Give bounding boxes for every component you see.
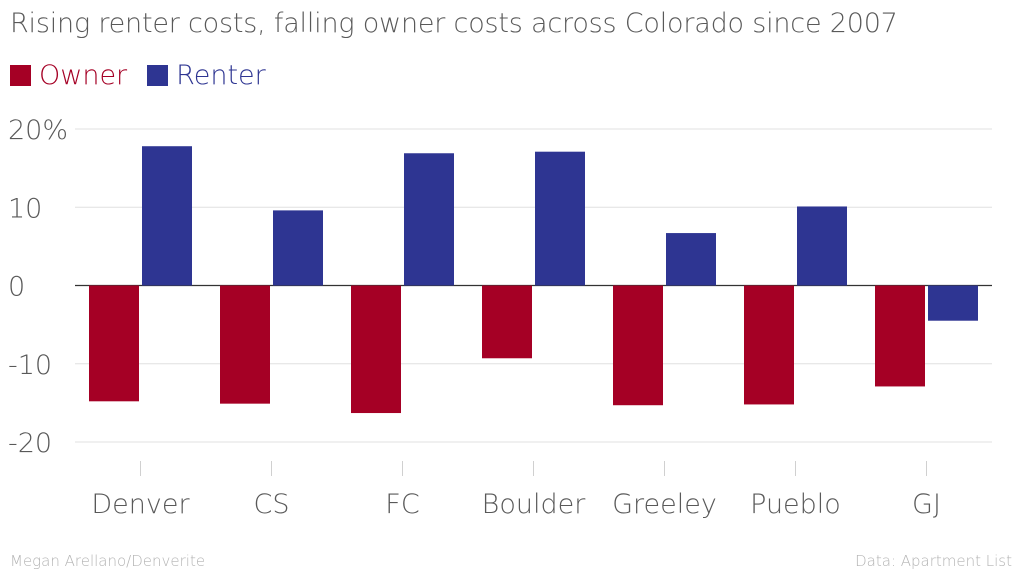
legend-swatch-owner xyxy=(10,65,31,86)
bar-owner-greeley xyxy=(613,285,663,406)
y-tick-label: -20 xyxy=(8,428,52,459)
bar-renter-greeley xyxy=(666,233,716,286)
bar-owner-pueblo xyxy=(744,285,794,405)
x-tick-label: Pueblo xyxy=(750,489,841,520)
x-tick-label: Greeley xyxy=(612,489,717,520)
bar-renter-fc xyxy=(404,153,454,286)
source-text: Data: Apartment List xyxy=(855,552,1012,570)
legend-item-renter: Renter xyxy=(147,60,266,91)
x-tick-label: FC xyxy=(385,489,419,520)
y-tick-label: 0 xyxy=(8,272,25,303)
x-tick-label: GJ xyxy=(912,489,941,520)
x-tick-label: Denver xyxy=(91,489,190,520)
bar-owner-denver xyxy=(89,285,139,402)
legend-swatch-renter xyxy=(147,65,169,86)
bar-renter-denver xyxy=(142,146,192,286)
bar-owner-gj xyxy=(875,285,925,387)
bar-owner-fc xyxy=(351,285,401,414)
y-tick-label: 20% xyxy=(8,115,68,146)
bar-renter-boulder xyxy=(535,151,585,286)
bar-renter-pueblo xyxy=(797,206,847,286)
legend-item-owner: Owner xyxy=(10,60,127,91)
legend-label-renter: Renter xyxy=(176,60,266,91)
y-tick-label: -10 xyxy=(8,350,52,381)
bar-renter-cs xyxy=(273,210,323,286)
bar-owner-boulder xyxy=(482,285,532,359)
bar-owner-cs xyxy=(220,285,270,404)
bar-renter-gj xyxy=(928,285,978,321)
legend-label-owner: Owner xyxy=(39,60,128,91)
x-tick-label: CS xyxy=(254,489,290,520)
legend: Owner Renter xyxy=(10,60,286,91)
y-tick-label: 10 xyxy=(8,193,42,224)
credit-text: Megan Arellano/Denverite xyxy=(10,552,206,570)
x-tick-label: Boulder xyxy=(482,489,587,520)
chart-title: Rising renter costs, falling owner costs… xyxy=(10,8,898,39)
